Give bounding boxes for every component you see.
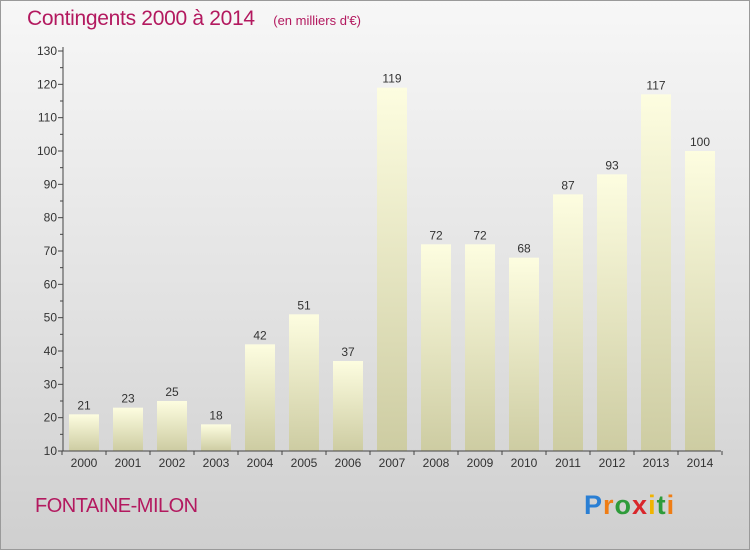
x-tick-label-2008: 2008 xyxy=(423,456,450,470)
value-label-2008: 72 xyxy=(429,228,443,242)
x-tick-label-2011: 2011 xyxy=(555,456,581,470)
y-tick-label-90: 90 xyxy=(44,177,58,191)
y-tick-label-110: 110 xyxy=(38,111,57,125)
y-tick-label-40: 40 xyxy=(44,344,58,358)
bar-2006 xyxy=(333,361,363,451)
y-tick-label-30: 30 xyxy=(44,377,58,391)
bar-2009 xyxy=(465,244,495,451)
x-tick-label-2004: 2004 xyxy=(247,456,274,470)
y-tick-label-20: 20 xyxy=(44,411,58,425)
value-label-2014: 100 xyxy=(690,135,710,149)
x-tick-label-2009: 2009 xyxy=(467,456,494,470)
proxiti-logo: Proxiti xyxy=(584,490,676,520)
chart-title: Contingents 2000 à 2014 xyxy=(27,7,255,30)
x-tick-label-2014: 2014 xyxy=(687,456,714,470)
bar-2008 xyxy=(421,244,451,451)
x-tick-label-2001: 2001 xyxy=(115,456,142,470)
bar-2013 xyxy=(641,94,671,451)
value-label-2006: 37 xyxy=(341,345,355,359)
value-label-2002: 25 xyxy=(165,385,179,399)
bar-2012 xyxy=(597,174,627,452)
y-tick-label-70: 70 xyxy=(44,244,58,258)
axes-group: 10 20 30 40 50 60 70 80 90 100 110 120 130 2000 2001 20… xyxy=(37,44,723,470)
x-tick-label-2007: 2007 xyxy=(379,456,406,470)
y-tick-label-10: 10 xyxy=(44,444,58,458)
x-tick-label-2010: 2010 xyxy=(511,456,538,470)
x-tick-label-2006: 2006 xyxy=(335,456,362,470)
value-label-2011: 87 xyxy=(561,178,575,192)
x-tick-label-2003: 2003 xyxy=(203,456,230,470)
bar-2001 xyxy=(113,407,143,451)
value-label-2012: 93 xyxy=(605,158,619,172)
value-label-2003: 18 xyxy=(209,408,223,422)
y-tick-label-80: 80 xyxy=(44,211,58,225)
bar-2005 xyxy=(289,314,319,451)
bar-2000 xyxy=(69,414,99,451)
title-row: Contingents 2000 à 2014 (en milliers d'€… xyxy=(27,7,361,31)
chart-unit: (en milliers d'€) xyxy=(273,13,361,28)
value-label-2005: 51 xyxy=(297,298,311,312)
value-label-2001: 23 xyxy=(121,392,135,406)
bar-2014 xyxy=(685,151,715,451)
bar-2003 xyxy=(201,424,231,451)
value-label-2004: 42 xyxy=(253,328,267,342)
y-tick-label-100: 100 xyxy=(37,144,57,158)
y-tick-label-50: 50 xyxy=(44,311,58,325)
value-label-2013: 117 xyxy=(646,78,665,92)
bar-2007 xyxy=(377,87,407,452)
x-tick-label-2002: 2002 xyxy=(159,456,186,470)
value-label-2007: 119 xyxy=(382,72,401,86)
bar-2011 xyxy=(553,194,583,452)
bar-2010 xyxy=(509,257,539,451)
x-tick-label-2005: 2005 xyxy=(291,456,318,470)
x-tick-label-2000: 2000 xyxy=(71,456,98,470)
value-label-2000: 21 xyxy=(77,398,91,412)
commune-name: FONTAINE-MILON xyxy=(35,495,198,517)
x-tick-label-2013: 2013 xyxy=(643,456,670,470)
bar-2004 xyxy=(245,344,275,451)
bar-2002 xyxy=(157,401,187,451)
x-tick-label-2012: 2012 xyxy=(599,456,626,470)
bars-group: 21 23 25 18 42 51 37 119 72 72 68 87 93 117 100 xyxy=(69,72,715,452)
value-label-2010: 68 xyxy=(517,242,531,256)
y-tick-label-60: 60 xyxy=(44,277,58,291)
y-tick-label-130: 130 xyxy=(37,44,57,58)
value-label-2009: 72 xyxy=(473,228,487,242)
y-tick-label-120: 120 xyxy=(37,77,57,91)
